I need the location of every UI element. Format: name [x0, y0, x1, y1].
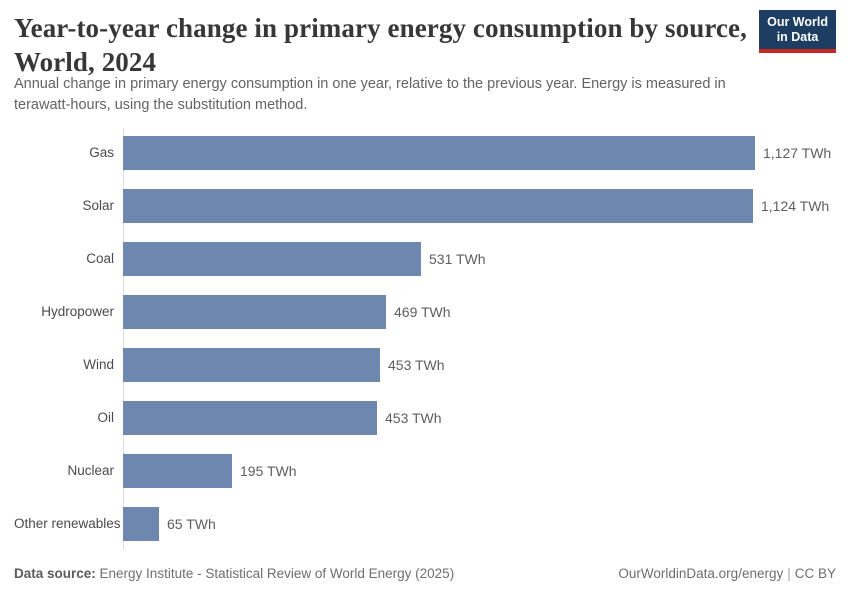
bar-track: 1,124 TWh	[123, 179, 836, 232]
bar-track: 453 TWh	[123, 338, 836, 391]
bar-segment[interactable]	[123, 135, 755, 170]
footer-links: OurWorldinData.org/energy | CC BY	[618, 565, 836, 583]
value-label: 65 TWh	[167, 515, 216, 532]
bar-segment[interactable]	[123, 400, 377, 435]
category-label: Oil	[97, 410, 115, 425]
license-link[interactable]: CC BY	[794, 566, 836, 581]
category-label: Solar	[82, 198, 114, 213]
value-label: 1,124 TWh	[761, 197, 830, 214]
value-label: 453 TWh	[388, 356, 445, 373]
footer-separator: |	[787, 566, 791, 581]
bar-segment[interactable]	[123, 453, 232, 488]
chart-footer: Data source: Energy Institute - Statisti…	[14, 565, 836, 583]
bar-track: 195 TWh	[123, 444, 836, 497]
bar-row-hydropower: Hydropower 469 TWh	[14, 285, 836, 338]
bar-track: 531 TWh	[123, 232, 836, 285]
data-source-label: Data source:	[14, 566, 96, 581]
owid-url-link[interactable]: OurWorldinData.org/energy	[618, 566, 784, 581]
category-label: Gas	[89, 145, 114, 160]
bar-segment[interactable]	[123, 506, 159, 541]
bar-row-coal: Coal 531 TWh	[14, 232, 836, 285]
category-label: Other renewables	[14, 516, 121, 531]
bar-row-nuclear: Nuclear 195 TWh	[14, 444, 836, 497]
bar-track: 65 TWh	[123, 497, 836, 550]
chart-title: Year-to-year change in primary energy co…	[14, 13, 747, 77]
chart-subtitle: Annual change in primary energy consumpt…	[14, 76, 726, 113]
category-label: Nuclear	[67, 463, 114, 478]
owid-logo[interactable]: Our World in Data	[759, 10, 836, 53]
logo-line-2: in Data	[776, 30, 819, 44]
bar-track: 453 TWh	[123, 391, 836, 444]
category-label: Wind	[83, 357, 114, 372]
data-source: Data source: Energy Institute - Statisti…	[14, 565, 454, 583]
data-source-text: Energy Institute - Statistical Review of…	[95, 566, 455, 581]
bar-segment[interactable]	[123, 241, 421, 276]
y-axis-line	[123, 128, 124, 550]
bar-track: 1,127 TWh	[123, 126, 836, 179]
category-label: Coal	[86, 251, 114, 266]
bar-chart: Gas 1,127 TWh Solar 1,124 TWh Coal 531 TWh Hyd…	[14, 126, 836, 553]
value-label: 453 TWh	[385, 409, 442, 426]
bar-row-gas: Gas 1,127 TWh	[14, 126, 836, 179]
bar-segment[interactable]	[123, 188, 753, 223]
bar-row-other-renewables: Other renewables 65 TWh	[14, 497, 836, 550]
value-label: 195 TWh	[240, 462, 297, 479]
bar-track: 469 TWh	[123, 285, 836, 338]
value-label: 531 TWh	[429, 250, 486, 267]
bar-segment[interactable]	[123, 294, 386, 329]
category-label: Hydropower	[41, 304, 114, 319]
bar-segment[interactable]	[123, 347, 380, 382]
value-label: 469 TWh	[394, 303, 451, 320]
bar-row-oil: Oil 453 TWh	[14, 391, 836, 444]
bar-row-wind: Wind 453 TWh	[14, 338, 836, 391]
bar-row-solar: Solar 1,124 TWh	[14, 179, 836, 232]
logo-line-1: Our World	[767, 15, 828, 29]
value-label: 1,127 TWh	[763, 144, 832, 161]
